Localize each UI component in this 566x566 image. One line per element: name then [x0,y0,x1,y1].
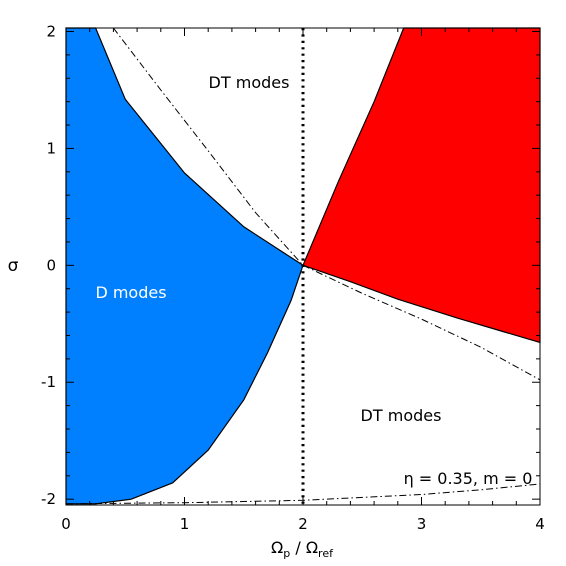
y-axis-label: σ [8,256,19,276]
y-tick-label: -2 [41,490,56,508]
x-axis-label-sep: / [290,538,306,557]
x-axis-label-sub-ref: ref [318,547,334,560]
annotation-dt-lower: DT modes [361,406,442,425]
x-tick-label: 0 [61,515,71,533]
y-tick-label: 0 [46,256,56,274]
x-tick-label: 3 [417,515,427,533]
annotation-params: η = 0.35, m = 0 [404,469,533,488]
x-axis-label: Ωp / Ωref [271,538,334,560]
dash-dot-curve-1 [113,27,304,266]
dash-dot-curve-3 [65,483,541,505]
regions-layer [65,27,541,505]
dash-dot-curve-2 [302,264,541,381]
axis-ticks [65,28,541,505]
annotation-dt-upper: DT modes [209,73,290,92]
region-d-modes [65,27,304,505]
curves-layer [65,27,541,505]
y-tick-label: 1 [46,139,56,157]
y-tick-label: 2 [46,23,56,41]
tick-labels: 0 1 2 3 4 -2 -1 0 1 2 [41,23,545,533]
x-axis-label-sub-p: p [283,547,290,560]
annotation-d-modes: D modes [95,283,166,302]
region-red [302,27,541,344]
x-tick-label: 2 [298,515,308,533]
x-tick-label: 4 [535,515,545,533]
y-tick-label: -1 [41,373,56,391]
x-axis-label-omega-ref: Ω [306,538,318,557]
x-axis-label-omega: Ω [271,538,283,557]
x-tick-label: 1 [180,515,190,533]
